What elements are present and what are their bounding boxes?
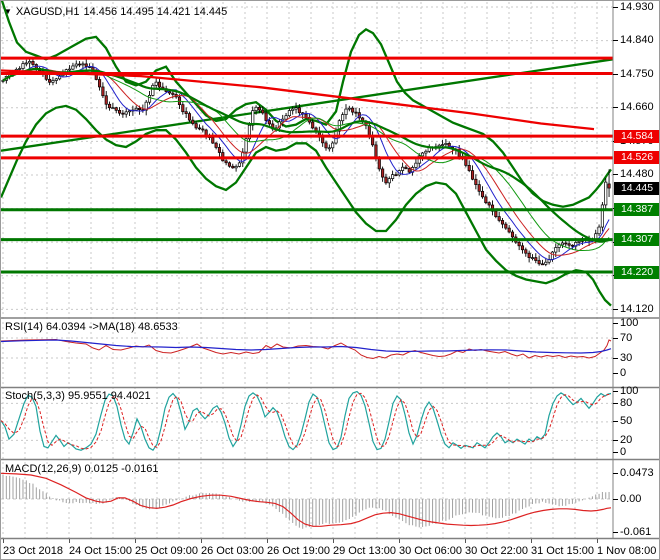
rsi-indicator-label: RSI(14) 64.0394 ->MA(18) 48.6533 bbox=[5, 321, 178, 333]
chart-title: ▼ XAGUSD,H1 14.456 14.495 14.421 14.445 bbox=[4, 6, 227, 19]
chart-marker-icon[interactable]: ▼ bbox=[4, 7, 12, 16]
ohlc-values: 14.456 14.495 14.421 14.445 bbox=[83, 6, 228, 18]
symbol-timeframe-label: XAGUSD,H1 bbox=[15, 6, 80, 18]
macd-indicator-label: MACD(12,26,9) 0.0125 -0.0161 bbox=[5, 463, 159, 475]
stoch-indicator-label: Stoch(5,3,3) 95.9551 94.4021 bbox=[5, 390, 151, 402]
